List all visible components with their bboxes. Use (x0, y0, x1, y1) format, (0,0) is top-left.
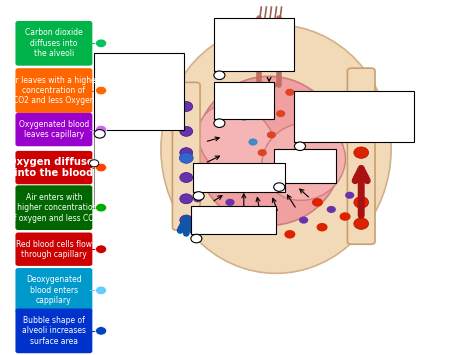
Circle shape (354, 218, 369, 229)
Circle shape (252, 226, 263, 235)
Circle shape (179, 153, 193, 163)
FancyBboxPatch shape (173, 82, 200, 230)
Ellipse shape (262, 123, 346, 200)
Circle shape (206, 209, 217, 217)
Circle shape (96, 39, 107, 48)
Bar (94, 53, 184, 130)
Circle shape (229, 219, 240, 228)
FancyBboxPatch shape (16, 21, 92, 66)
Circle shape (96, 286, 107, 295)
Circle shape (354, 197, 369, 208)
Ellipse shape (198, 104, 275, 180)
Circle shape (248, 138, 257, 146)
Circle shape (180, 215, 193, 225)
Circle shape (214, 71, 225, 80)
Circle shape (284, 230, 295, 239)
FancyBboxPatch shape (16, 268, 92, 313)
Bar (214, 18, 294, 71)
Circle shape (273, 183, 285, 191)
Bar (191, 206, 276, 234)
Bar (214, 82, 273, 119)
FancyBboxPatch shape (16, 68, 92, 113)
Circle shape (299, 217, 308, 224)
Circle shape (276, 110, 285, 117)
Circle shape (312, 198, 323, 207)
Text: Air leaves with a higher
concentration of
CO2 and less Oxygen: Air leaves with a higher concentration o… (9, 76, 100, 105)
FancyBboxPatch shape (16, 151, 92, 184)
Circle shape (193, 192, 204, 200)
Circle shape (180, 173, 193, 182)
FancyBboxPatch shape (16, 233, 92, 266)
Circle shape (253, 85, 262, 92)
FancyBboxPatch shape (16, 185, 92, 230)
Circle shape (226, 199, 235, 206)
Bar (273, 149, 336, 183)
Text: Air enters with
a higher concentration
of oxygen and less CO2: Air enters with a higher concentration o… (9, 193, 99, 223)
Circle shape (94, 130, 105, 138)
Circle shape (354, 94, 369, 105)
Circle shape (214, 119, 225, 127)
Circle shape (327, 206, 336, 213)
Ellipse shape (195, 76, 343, 225)
Circle shape (354, 172, 369, 183)
Circle shape (180, 126, 193, 136)
Circle shape (257, 149, 267, 156)
Circle shape (96, 125, 107, 134)
Circle shape (180, 194, 193, 204)
Circle shape (96, 245, 107, 253)
Circle shape (345, 192, 354, 199)
Text: Deoxygenated
blood enters
cappilary: Deoxygenated blood enters cappilary (26, 275, 82, 305)
Text: Oxygenated blood
leaves capillary: Oxygenated blood leaves capillary (19, 120, 89, 139)
Circle shape (294, 142, 306, 151)
Bar (294, 91, 414, 142)
Ellipse shape (161, 25, 391, 273)
FancyBboxPatch shape (16, 113, 92, 146)
Text: Red blood cells flow
through capillary: Red blood cells flow through capillary (16, 240, 92, 259)
Circle shape (354, 147, 369, 158)
Circle shape (239, 206, 248, 213)
Text: Oxygen diffuses
into the blood: Oxygen diffuses into the blood (8, 157, 100, 178)
Circle shape (339, 212, 351, 221)
Bar (193, 163, 285, 192)
Text: Carbon dioxide
diffuses into
the alveoli: Carbon dioxide diffuses into the alveoli (25, 28, 83, 58)
Circle shape (180, 102, 193, 111)
Circle shape (317, 223, 328, 231)
Text: Bubble shape of
alveoli increases
surface area: Bubble shape of alveoli increases surfac… (22, 316, 86, 346)
Circle shape (193, 195, 202, 202)
Circle shape (96, 163, 107, 172)
Circle shape (285, 89, 294, 96)
FancyBboxPatch shape (16, 308, 92, 353)
Circle shape (267, 217, 276, 224)
Circle shape (211, 185, 221, 192)
FancyBboxPatch shape (347, 68, 375, 244)
Circle shape (96, 327, 107, 335)
Circle shape (90, 160, 99, 167)
Circle shape (239, 114, 248, 121)
Circle shape (267, 131, 276, 138)
Circle shape (191, 234, 202, 243)
Circle shape (180, 148, 193, 158)
Circle shape (96, 86, 107, 95)
Circle shape (96, 203, 107, 212)
Circle shape (354, 119, 369, 130)
Circle shape (244, 167, 253, 174)
